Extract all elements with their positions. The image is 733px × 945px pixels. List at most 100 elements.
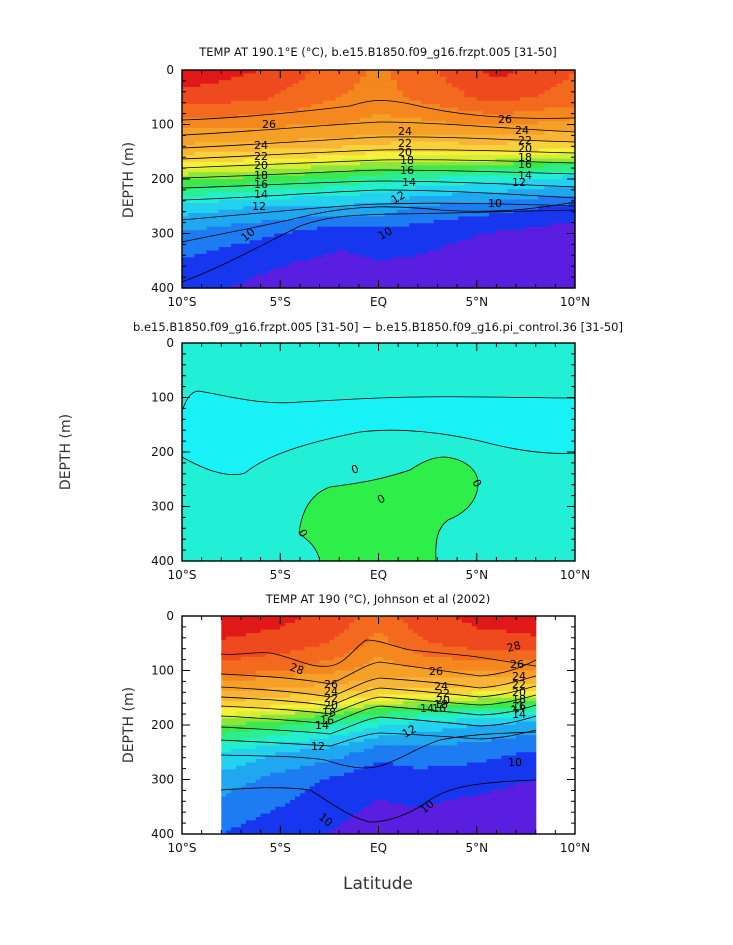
- field-cell: [292, 148, 300, 153]
- field-cell: [298, 260, 306, 265]
- field-cell: [292, 257, 300, 262]
- field-cell: [550, 243, 558, 248]
- field-cell: [206, 192, 214, 197]
- field-cell: [292, 209, 300, 214]
- field-cell: [240, 735, 247, 740]
- field-cell: [236, 810, 242, 815]
- field-cell: [507, 151, 515, 156]
- field-cell: [329, 141, 337, 146]
- field-cell: [240, 728, 247, 733]
- field-cell: [562, 100, 570, 105]
- field-cell: [519, 270, 527, 275]
- field-cell: [525, 213, 533, 218]
- field-cell: [286, 257, 294, 262]
- field-cell: [226, 793, 232, 798]
- field-cell: [544, 182, 552, 187]
- field-cell: [231, 250, 238, 255]
- field-cell: [415, 189, 423, 194]
- field-cell: [415, 274, 423, 279]
- field-cell: [409, 76, 416, 81]
- field-cell: [544, 124, 552, 129]
- field-cell: [194, 148, 202, 153]
- field-cell: [421, 134, 429, 139]
- field-cell: [347, 83, 355, 88]
- field-cell: [243, 138, 251, 143]
- field-cell: [556, 80, 564, 85]
- field-cell: [335, 83, 343, 88]
- field-cell: [538, 107, 545, 112]
- field-cell: [218, 97, 226, 102]
- field-cell: [476, 76, 484, 81]
- field-cell: [265, 823, 272, 828]
- field-cell: [353, 209, 361, 214]
- field-cell: [452, 270, 459, 275]
- panel1-contour-line: [181, 202, 576, 221]
- field-cell: [245, 752, 252, 757]
- field-cell: [245, 765, 252, 770]
- field-cell: [495, 199, 502, 204]
- field-cell: [243, 189, 251, 194]
- field-cell: [236, 776, 242, 781]
- field-cell: [218, 165, 226, 170]
- field-cell: [550, 250, 558, 255]
- field-cell: [458, 192, 466, 197]
- field-cell: [298, 270, 306, 275]
- field-cell: [240, 745, 247, 750]
- field-cell: [372, 264, 380, 269]
- field-cell: [427, 151, 435, 156]
- field-cell: [568, 107, 576, 112]
- field-cell: [270, 646, 276, 651]
- field-cell: [231, 660, 237, 665]
- field-cell: [226, 762, 232, 767]
- field-cell: [427, 219, 435, 224]
- field-cell: [519, 240, 527, 245]
- field-cell: [245, 667, 252, 672]
- field-cell: [298, 250, 306, 255]
- field-cell: [317, 144, 324, 149]
- field-cell: [298, 216, 306, 221]
- field-cell: [513, 168, 521, 173]
- field-cell: [532, 134, 539, 139]
- field-cell: [188, 247, 195, 252]
- field-cell: [231, 667, 237, 672]
- field-cell: [231, 806, 237, 811]
- field-cell: [274, 90, 281, 95]
- field-cell: [329, 247, 337, 252]
- field-cell: [372, 76, 380, 81]
- field-cell: [335, 182, 343, 187]
- field-cell: [446, 83, 453, 88]
- field-cell: [231, 267, 238, 272]
- field-cell: [525, 93, 533, 98]
- field-cell: [513, 226, 521, 231]
- field-cell: [360, 73, 367, 78]
- field-cell: [347, 236, 355, 241]
- field-cell: [245, 803, 252, 808]
- field-cell: [372, 70, 380, 75]
- field-cell: [224, 192, 232, 197]
- field-cell: [439, 199, 447, 204]
- field-cell: [415, 202, 423, 207]
- field-cell: [360, 209, 367, 214]
- field-cell: [280, 202, 287, 207]
- field-cell: [250, 646, 257, 651]
- field-cell: [237, 192, 245, 197]
- panel1-contour-line: [181, 159, 576, 169]
- field-cell: [378, 199, 386, 204]
- field-cell: [292, 114, 300, 119]
- field-cell: [224, 107, 232, 112]
- field-cell: [182, 121, 189, 126]
- field-cell: [200, 196, 208, 201]
- field-cell: [532, 247, 539, 252]
- field-cell: [298, 114, 306, 119]
- field-cell: [335, 76, 343, 81]
- field-cell: [237, 87, 245, 92]
- field-cell: [378, 236, 386, 241]
- field-cell: [292, 121, 300, 126]
- field-cell: [237, 247, 245, 252]
- field-cell: [495, 138, 502, 143]
- field-cell: [212, 196, 220, 201]
- contour-label: 14: [254, 188, 268, 201]
- field-cell: [249, 131, 257, 136]
- field-cell: [482, 161, 490, 166]
- field-cell: [532, 226, 539, 231]
